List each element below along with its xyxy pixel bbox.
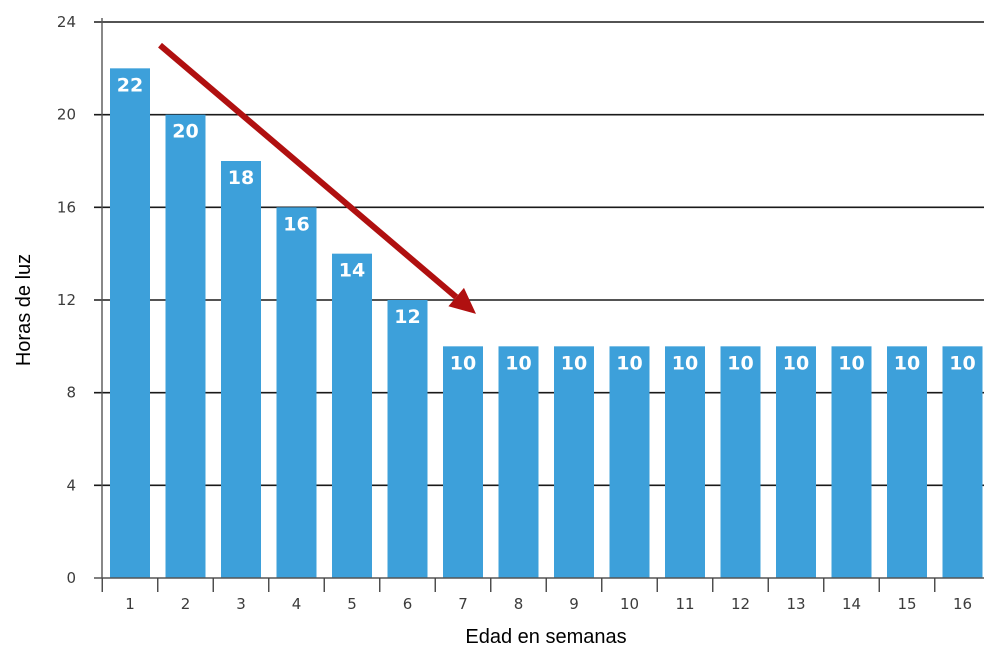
y-tick-label: 0 bbox=[66, 569, 76, 587]
bar bbox=[165, 114, 206, 579]
bar-value-label: 20 bbox=[172, 121, 198, 143]
x-tick-label: 7 bbox=[458, 595, 468, 613]
x-tick-label: 3 bbox=[236, 595, 246, 613]
bar-value-label: 10 bbox=[894, 352, 920, 374]
x-tick-label: 8 bbox=[514, 595, 524, 613]
bar-value-label: 10 bbox=[561, 352, 587, 374]
y-axis-title: Horas de luz bbox=[13, 254, 35, 366]
bar-value-label: 10 bbox=[672, 352, 698, 374]
bar bbox=[554, 346, 594, 578]
x-tick-label: 13 bbox=[786, 595, 805, 613]
bar bbox=[720, 346, 761, 578]
bar-value-label: 10 bbox=[505, 352, 531, 374]
bar-value-label: 10 bbox=[783, 352, 809, 374]
x-tick-label: 10 bbox=[620, 595, 639, 613]
y-tick-label: 12 bbox=[57, 291, 76, 309]
bar bbox=[831, 346, 872, 578]
bar bbox=[498, 346, 539, 578]
bar bbox=[443, 346, 483, 578]
bar-value-label: 10 bbox=[727, 352, 753, 374]
bar-value-label: 12 bbox=[394, 306, 420, 328]
bar bbox=[942, 346, 983, 578]
x-tick-label: 11 bbox=[675, 595, 694, 613]
bar bbox=[110, 68, 150, 578]
y-tick-label: 8 bbox=[66, 384, 76, 402]
x-tick-label: 5 bbox=[347, 595, 357, 613]
bar-value-label: 10 bbox=[949, 352, 975, 374]
trend-arrow bbox=[158, 42, 476, 314]
bar-value-label: 10 bbox=[838, 352, 864, 374]
x-tick-label: 1 bbox=[125, 595, 135, 613]
bar bbox=[276, 207, 317, 579]
bar bbox=[332, 253, 372, 578]
arrow-shaft bbox=[158, 42, 459, 300]
x-tick-label: 9 bbox=[569, 595, 579, 613]
y-tick-label: 20 bbox=[57, 106, 76, 124]
x-tick-label: 12 bbox=[731, 595, 750, 613]
bar-value-label: 10 bbox=[616, 352, 642, 374]
bar bbox=[776, 346, 816, 578]
bar-value-label: 10 bbox=[450, 352, 476, 374]
bar-value-label: 14 bbox=[339, 260, 365, 282]
x-tick-label: 4 bbox=[292, 595, 302, 613]
arrow-head bbox=[448, 287, 476, 314]
x-axis-title: Edad en semanas bbox=[465, 626, 626, 648]
bar bbox=[609, 346, 650, 578]
bar-value-label: 18 bbox=[228, 167, 254, 189]
y-tick-label: 24 bbox=[57, 13, 76, 31]
x-tick-label: 14 bbox=[842, 595, 861, 613]
bar bbox=[665, 346, 705, 578]
x-tick-label: 16 bbox=[953, 595, 972, 613]
bar bbox=[221, 161, 261, 578]
x-tick-label: 2 bbox=[181, 595, 191, 613]
x-tick-label: 15 bbox=[897, 595, 916, 613]
y-tick-label: 16 bbox=[57, 198, 76, 216]
y-tick-label: 4 bbox=[66, 476, 76, 494]
bar bbox=[887, 346, 927, 578]
bar bbox=[387, 300, 428, 578]
bar-value-label: 22 bbox=[117, 74, 143, 96]
x-tick-label: 6 bbox=[403, 595, 413, 613]
bar-value-label: 16 bbox=[283, 213, 309, 235]
bars: 22 20 18 16 14 12 10 10 10 10 10 10 10 10 10 10 bbox=[110, 68, 983, 579]
